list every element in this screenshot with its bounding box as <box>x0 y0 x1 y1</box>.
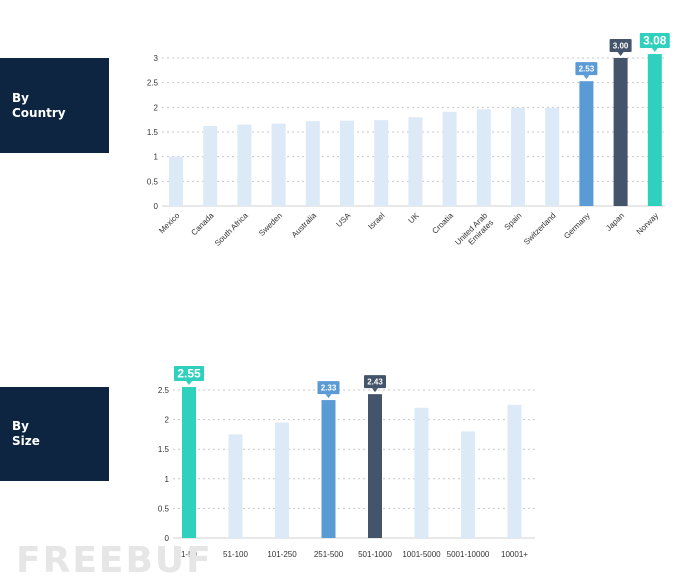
size-label-line1: By <box>12 419 29 433</box>
y-tick-label: 0.5 <box>147 177 159 186</box>
x-tick-label: Spain <box>503 211 524 232</box>
data-label-box <box>575 62 598 76</box>
x-tick-label: 5001-10000 <box>447 550 490 559</box>
size-label-line2: Size <box>12 434 40 448</box>
data-label-pointer <box>372 388 378 393</box>
bar <box>228 434 243 538</box>
data-label-pointer <box>186 381 192 386</box>
bar <box>511 107 525 206</box>
x-tick-label: Sweden <box>257 211 284 238</box>
y-tick-label: 2 <box>165 416 170 425</box>
x-tick-label: 101-250 <box>267 550 297 559</box>
x-tick-label: Croatia <box>430 211 455 236</box>
data-label: 2.33 <box>321 384 337 393</box>
data-label: 2.43 <box>367 378 383 387</box>
bar <box>169 156 183 206</box>
x-tick-label: UK <box>407 211 422 226</box>
y-tick-label: 2 <box>154 103 159 112</box>
x-tick-label: 51-100 <box>223 550 248 559</box>
x-tick-label: Mexico <box>157 211 182 236</box>
x-tick-label: 10001+ <box>501 550 528 559</box>
data-label: 2.55 <box>177 367 201 381</box>
x-tick-label: South Africa <box>213 211 250 248</box>
x-tick-label: Israel <box>366 211 386 231</box>
size-panel-label: By Size <box>0 387 109 481</box>
data-label: 2.53 <box>579 65 595 74</box>
y-tick-label: 0.5 <box>158 504 170 513</box>
x-tick-label: Canada <box>189 211 216 238</box>
x-tick-label: Germany <box>562 211 592 241</box>
data-label-box <box>364 375 386 389</box>
bar <box>321 400 336 538</box>
bar <box>507 404 522 538</box>
country-label-line2: Country <box>12 105 66 120</box>
bar <box>442 111 457 206</box>
data-label: 3.00 <box>613 42 629 51</box>
x-tick-label: USA <box>334 211 352 229</box>
y-tick-label: 3 <box>154 54 159 63</box>
data-label: 3.08 <box>643 34 667 48</box>
x-tick-label: 1001-5000 <box>402 550 441 559</box>
bar <box>414 407 429 538</box>
data-label-box <box>174 366 204 382</box>
bar <box>237 124 252 206</box>
data-label-pointer <box>651 48 658 53</box>
y-tick-label: 0 <box>154 202 159 211</box>
bar <box>374 120 389 206</box>
data-label-box <box>639 33 670 49</box>
bar <box>182 387 196 538</box>
bar <box>275 422 289 538</box>
x-tick-label: 501-1000 <box>358 550 392 559</box>
data-label-box <box>317 381 340 395</box>
data-label-pointer <box>617 52 624 56</box>
y-tick-label: 2.5 <box>158 386 170 395</box>
y-tick-label: 1 <box>165 475 170 484</box>
data-label-box <box>609 39 632 52</box>
bar <box>461 431 475 538</box>
country-panel-label: By Country <box>0 58 109 153</box>
data-label-pointer <box>325 394 332 399</box>
x-tick-label: 1-50 <box>181 550 198 559</box>
x-tick-label: Japan <box>604 211 626 233</box>
bar <box>545 107 560 206</box>
y-tick-label: 1.5 <box>158 445 170 454</box>
bar <box>476 109 491 206</box>
x-tick-label: Switzerland <box>522 211 558 247</box>
bar <box>408 117 423 206</box>
bar <box>368 394 382 538</box>
x-tick-label: 251-500 <box>314 550 344 559</box>
country-label-line1: By <box>12 90 29 105</box>
bar <box>647 54 662 207</box>
x-tick-label: Norway <box>635 211 661 237</box>
data-label-pointer <box>583 75 590 80</box>
bar <box>340 120 354 206</box>
bar <box>579 81 594 206</box>
bar <box>203 126 218 206</box>
y-tick-label: 2.5 <box>147 79 159 88</box>
bar <box>613 58 628 206</box>
bar <box>271 123 286 206</box>
y-tick-label: 1.5 <box>147 128 159 137</box>
x-tick-label: Australia <box>290 211 319 240</box>
watermark-logo: FREEBUF <box>16 540 213 581</box>
bar <box>305 121 320 206</box>
y-tick-label: 1 <box>154 153 159 162</box>
y-tick-label: 0 <box>165 534 170 543</box>
